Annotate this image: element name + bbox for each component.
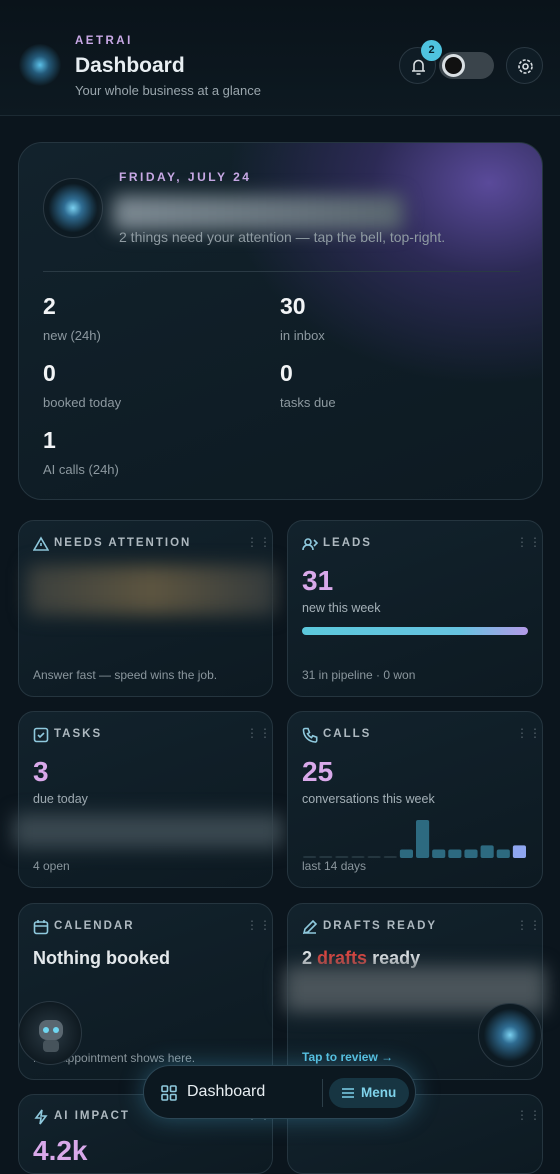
brand: AETRAI (75, 35, 133, 47)
card-title: NEEDS ATTENTION (54, 537, 192, 549)
stat-label: tasks due (280, 395, 336, 410)
subtitle: Your whole business at a glance (75, 83, 261, 98)
draft-count: 2 (302, 948, 313, 968)
card-title: CALLS (323, 728, 372, 740)
phone-icon (302, 727, 318, 743)
call-bar (496, 849, 510, 858)
tasks-count: 3 (33, 756, 49, 787)
calls-sparkbar (303, 820, 526, 858)
card-footer: last 14 days (302, 859, 367, 873)
nav-divider (322, 1079, 323, 1107)
calls-count: 25 (302, 756, 334, 787)
assistant-avatar (43, 178, 103, 238)
summary-card: FRIDAY, JULY 24 2 things need your atten… (18, 142, 543, 500)
drag-handle[interactable]: ⋮⋮ (516, 535, 542, 549)
bell-icon (412, 59, 425, 75)
logo (19, 44, 61, 86)
calls-card[interactable]: CALLS ⋮⋮ 25 conversations this week last… (287, 711, 543, 888)
card-subtitle: new this week (302, 601, 381, 615)
progress-bar (302, 627, 528, 635)
redacted-list (27, 565, 277, 615)
check-icon (33, 727, 49, 743)
call-bar (432, 849, 446, 858)
headline-rest: ready (372, 948, 421, 968)
card-title: AI IMPACT (54, 1110, 130, 1122)
bolt-icon (34, 1109, 48, 1125)
robot-avatar[interactable] (18, 1001, 82, 1065)
drag-handle[interactable]: ⋮⋮ (246, 726, 272, 740)
call-bar (319, 856, 333, 858)
grid-icon (161, 1085, 177, 1101)
drag-handle[interactable]: ⋮⋮ (516, 918, 542, 932)
card-subtitle: conversations this week (302, 792, 435, 806)
bottom-nav: Dashboard Menu (143, 1065, 416, 1119)
highlight: drafts (317, 948, 368, 968)
drag-handle[interactable]: ⋮⋮ (246, 918, 272, 932)
notification-badge: 2 (421, 40, 442, 61)
stat-label: in inbox (280, 328, 325, 343)
card-title: TASKS (54, 728, 103, 740)
leads-card[interactable]: LEADS ⋮⋮ 31 new this week 31 in pipeline… (287, 520, 543, 697)
call-bar (351, 856, 365, 858)
stat-value: 1 (43, 427, 56, 453)
attention-message: 2 things need your attention — tap the b… (119, 229, 446, 245)
stat-label: AI calls (24h) (43, 462, 119, 477)
card-title: CALENDAR (54, 920, 135, 932)
drafts-headline: 2 drafts ready (302, 948, 420, 969)
stat-label: booked today (43, 395, 122, 410)
stat-value: 0 (280, 360, 293, 386)
stat-value: 30 (280, 293, 306, 319)
theme-toggle[interactable] (439, 52, 494, 79)
assistant-button[interactable] (478, 1003, 542, 1067)
redacted-tasks (13, 814, 283, 848)
pen-icon (302, 919, 318, 935)
call-bar (303, 856, 317, 858)
nav-current[interactable]: Dashboard (187, 1083, 266, 1100)
page-title: Dashboard (75, 54, 185, 77)
gear-icon (518, 59, 533, 74)
call-bar (448, 849, 462, 858)
drag-handle[interactable]: ⋮⋮ (516, 726, 542, 740)
call-bar (416, 820, 430, 858)
call-bar (335, 856, 349, 858)
call-bar (480, 845, 494, 858)
impact-value: 4.2k (33, 1135, 88, 1166)
call-bar (464, 849, 478, 858)
date: FRIDAY, JULY 24 (119, 170, 252, 184)
robot-icon (39, 1020, 63, 1052)
stat-value: 0 (43, 360, 56, 386)
menu-button[interactable]: Menu (329, 1078, 409, 1108)
calendar-icon (33, 920, 49, 935)
drag-handle[interactable]: ⋮⋮ (516, 1108, 542, 1122)
card-title: LEADS (323, 537, 372, 549)
card-footer: 4 open (33, 859, 70, 873)
card-subtitle: due today (33, 792, 88, 806)
leads-icon (302, 538, 318, 551)
drag-handle[interactable]: ⋮⋮ (246, 535, 272, 549)
settings-button[interactable] (506, 47, 543, 84)
menu-label: Menu (361, 1085, 397, 1100)
tasks-card[interactable]: TASKS ⋮⋮ 3 due today 4 open (13, 711, 283, 888)
card-footer: Answer fast — speed wins the job. (33, 668, 218, 682)
card-title: DRAFTS READY (323, 920, 438, 932)
call-bar (512, 845, 526, 858)
stat-label: new (24h) (43, 328, 101, 343)
top-bar: AETRAI Dashboard Your whole business at … (0, 0, 560, 116)
leads-count: 31 (302, 565, 334, 596)
call-bar (399, 849, 413, 858)
stat-value: 2 (43, 293, 56, 319)
card-footer: 31 in pipeline · 0 won (302, 668, 416, 682)
needs-attention-card[interactable]: NEEDS ATTENTION ⋮⋮ Answer fast — speed w… (18, 520, 277, 697)
divider (43, 271, 520, 272)
menu-icon (342, 1088, 354, 1098)
warning-icon (33, 536, 49, 551)
call-bar (367, 856, 381, 858)
review-link[interactable]: Tap to review → (302, 1050, 394, 1064)
call-bar (383, 856, 397, 858)
redacted-greeting (113, 195, 403, 231)
calendar-headline: Nothing booked (33, 948, 170, 968)
toggle-knob (442, 54, 465, 77)
